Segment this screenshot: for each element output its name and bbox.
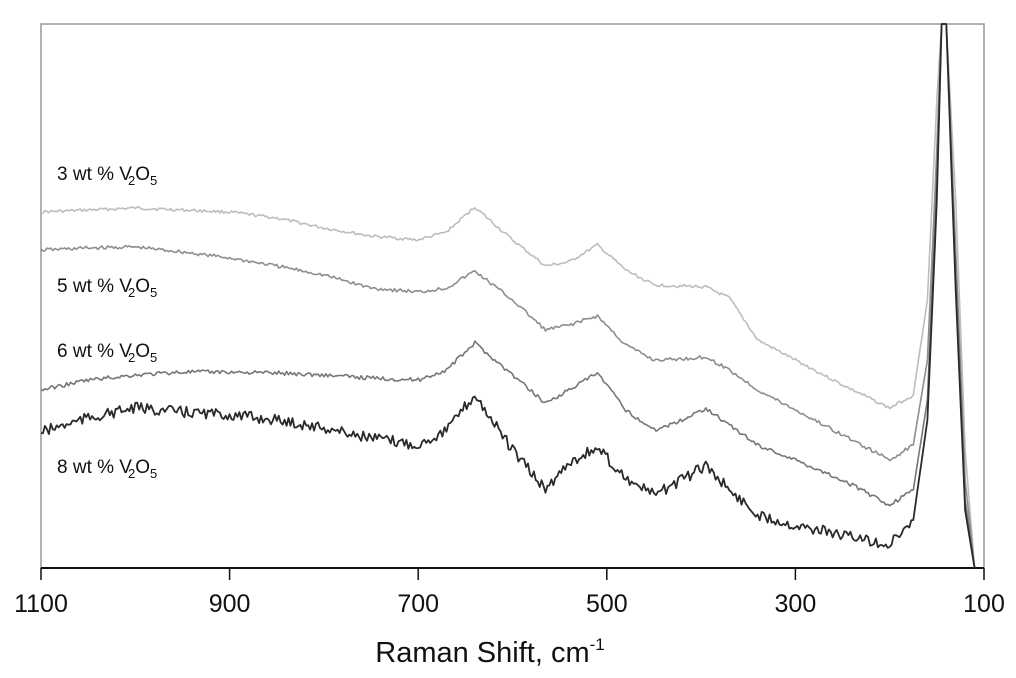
series-line-2 xyxy=(40,23,976,569)
x-tick-label: 700 xyxy=(397,590,439,618)
series-line-3 xyxy=(40,23,976,569)
x-tick-label: 900 xyxy=(209,590,251,618)
series-line-4 xyxy=(40,23,976,569)
series-labels: 3 wt % V2O5 5 wt % V2O5 6 wt % V2O5 8 wt % … xyxy=(57,164,157,481)
x-tick-label: 300 xyxy=(775,590,817,618)
x-tick-label: 1100 xyxy=(14,590,68,618)
series-label: 8 wt % V2O5 xyxy=(57,457,157,481)
series-line-1 xyxy=(41,23,976,569)
series-label: 6 wt % V2O5 xyxy=(57,341,157,365)
series-label: 3 wt % V2O5 xyxy=(57,164,157,188)
series-label: 5 wt % V2O5 xyxy=(57,276,157,300)
x-tick-label: 500 xyxy=(586,590,628,618)
x-axis-title: Raman Shift, cm-1 xyxy=(375,635,604,669)
series-lines xyxy=(40,23,976,569)
x-axis-tick-labels: 1100 900 700 500 300 100 xyxy=(14,590,1005,618)
x-tick-label: 100 xyxy=(963,590,1005,618)
plot-frame xyxy=(40,23,985,569)
x-axis-ticks xyxy=(40,568,985,580)
